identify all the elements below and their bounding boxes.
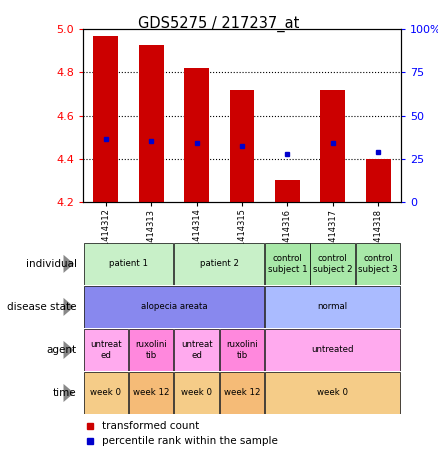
- Bar: [366, 159, 391, 202]
- Text: ruxolini
tib: ruxolini tib: [135, 340, 167, 360]
- FancyBboxPatch shape: [174, 372, 219, 414]
- Bar: [93, 36, 118, 202]
- Text: individual: individual: [26, 259, 77, 269]
- FancyBboxPatch shape: [356, 243, 400, 285]
- FancyBboxPatch shape: [129, 372, 173, 414]
- Text: untreat
ed: untreat ed: [181, 340, 212, 360]
- FancyBboxPatch shape: [265, 329, 400, 371]
- Text: percentile rank within the sample: percentile rank within the sample: [102, 436, 278, 446]
- FancyBboxPatch shape: [220, 329, 264, 371]
- Bar: [230, 90, 254, 202]
- FancyBboxPatch shape: [84, 243, 173, 285]
- Text: time: time: [53, 388, 77, 398]
- FancyBboxPatch shape: [174, 243, 264, 285]
- Text: alopecia areata: alopecia areata: [141, 303, 207, 311]
- Text: week 0: week 0: [317, 389, 348, 397]
- Text: GDS5275 / 217237_at: GDS5275 / 217237_at: [138, 16, 300, 32]
- Text: control
subject 1: control subject 1: [268, 254, 307, 274]
- FancyBboxPatch shape: [265, 286, 400, 328]
- FancyBboxPatch shape: [129, 329, 173, 371]
- FancyBboxPatch shape: [174, 329, 219, 371]
- Bar: [184, 68, 209, 202]
- Polygon shape: [64, 255, 74, 273]
- Bar: [139, 44, 164, 202]
- Text: patient 1: patient 1: [109, 260, 148, 268]
- Text: agent: agent: [46, 345, 77, 355]
- Text: untreat
ed: untreat ed: [90, 340, 122, 360]
- FancyBboxPatch shape: [84, 372, 128, 414]
- Polygon shape: [64, 298, 74, 316]
- Text: transformed count: transformed count: [102, 421, 200, 431]
- Text: week 12: week 12: [133, 389, 170, 397]
- Bar: [320, 90, 345, 202]
- Text: control
subject 2: control subject 2: [313, 254, 353, 274]
- Bar: [275, 180, 300, 202]
- Text: week 0: week 0: [90, 389, 121, 397]
- Text: normal: normal: [318, 303, 348, 311]
- FancyBboxPatch shape: [84, 286, 264, 328]
- Polygon shape: [64, 341, 74, 359]
- Text: week 0: week 0: [181, 389, 212, 397]
- FancyBboxPatch shape: [265, 372, 400, 414]
- Text: ruxolini
tib: ruxolini tib: [226, 340, 258, 360]
- Text: disease state: disease state: [7, 302, 77, 312]
- FancyBboxPatch shape: [265, 243, 310, 285]
- FancyBboxPatch shape: [220, 372, 264, 414]
- Polygon shape: [64, 384, 74, 402]
- Text: control
subject 3: control subject 3: [358, 254, 398, 274]
- FancyBboxPatch shape: [311, 243, 355, 285]
- Text: untreated: untreated: [311, 346, 354, 354]
- Text: week 12: week 12: [224, 389, 260, 397]
- Text: patient 2: patient 2: [200, 260, 239, 268]
- FancyBboxPatch shape: [84, 329, 128, 371]
